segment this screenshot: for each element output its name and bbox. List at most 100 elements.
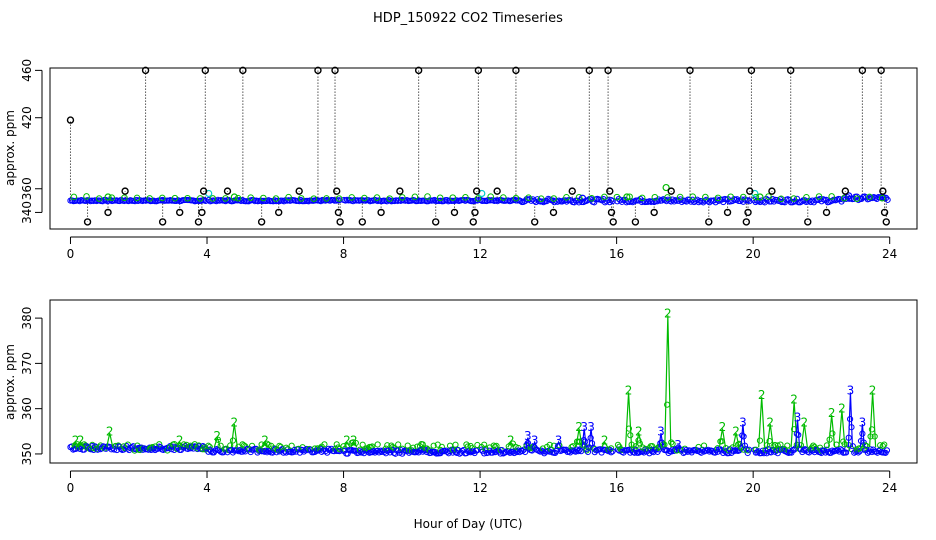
green-peak-line [624, 392, 633, 448]
spike-point [705, 218, 713, 226]
blue-peak-label: 3 [674, 438, 682, 452]
baseline-point [571, 199, 578, 206]
baseline-point [116, 197, 123, 205]
blue-point [609, 448, 616, 455]
green-point [222, 195, 229, 202]
green-point [626, 193, 633, 201]
green-peak-line [869, 392, 877, 448]
green-point [449, 194, 457, 201]
green-point [159, 194, 166, 202]
green-peak-line [800, 423, 808, 448]
baseline-point [671, 198, 678, 205]
spike-point [472, 187, 481, 195]
green-point [784, 442, 791, 449]
spike-point [223, 187, 232, 195]
baseline-point [675, 197, 682, 204]
green-peak-line [758, 396, 766, 448]
green-point [348, 194, 356, 201]
green-point [171, 441, 178, 448]
spike-point [609, 218, 617, 226]
spike-point [377, 208, 385, 217]
spike-point [768, 187, 776, 195]
green-point [196, 195, 204, 202]
baseline-point [558, 198, 566, 205]
spike-point [650, 208, 658, 217]
green-point [487, 193, 494, 200]
blue-point [684, 448, 691, 455]
spike-point [667, 187, 675, 195]
bottom-y-tick-label: 380 [20, 307, 34, 330]
spike-point [201, 66, 210, 75]
green-peak-label: 2 [601, 433, 609, 447]
green-peak-line [230, 423, 238, 448]
green-point [752, 193, 760, 201]
bottom-x-tick-label: 20 [746, 481, 761, 495]
bottom-x-tick-label: 4 [203, 481, 211, 495]
top-y-tick-label: 420 [20, 106, 34, 129]
blue-peak-label: 3 [587, 420, 595, 434]
green-point [714, 194, 722, 202]
green-point [664, 194, 671, 201]
blue-point [400, 448, 407, 455]
green-outlier-point [230, 193, 238, 201]
blue-peak-line [658, 433, 664, 448]
green-peak-line [213, 435, 221, 448]
green-point [881, 441, 888, 448]
green-peak-line [664, 315, 672, 448]
green-point [217, 442, 224, 449]
blue-peak-line [794, 419, 801, 448]
green-point [386, 195, 393, 202]
spike-point [877, 66, 885, 75]
bottom-x-tick-label: 12 [472, 481, 487, 495]
spike-point [199, 187, 208, 195]
blue-point [291, 447, 298, 454]
top-x-tick-label: 8 [340, 247, 348, 261]
blue-peak-line [532, 440, 538, 448]
spike-point [198, 208, 206, 217]
bottom-plot-frame [49, 299, 918, 464]
top-y-tick-label: 360 [20, 177, 34, 200]
green-point [739, 193, 747, 201]
green-point [323, 195, 330, 202]
spike-point [432, 218, 440, 226]
blue-outlier-point [845, 192, 853, 200]
green-point [651, 193, 659, 201]
baseline-point [798, 198, 805, 205]
spike-point [879, 187, 887, 195]
spike-point [822, 208, 831, 217]
spike-point [194, 218, 203, 226]
green-outlier-point [104, 193, 112, 201]
green-point [438, 443, 445, 450]
green-point [481, 441, 488, 448]
green-point [689, 193, 697, 200]
top-data-marks [66, 66, 891, 226]
bottom-y-tick-label: 360 [20, 397, 34, 420]
spike-point [239, 66, 247, 75]
spike-point [858, 66, 867, 75]
green-point [499, 194, 507, 201]
green-point [563, 194, 570, 201]
blue-point [705, 446, 712, 453]
green-point [462, 194, 469, 201]
spike-point [568, 187, 576, 195]
green-peak-line [838, 410, 846, 448]
green-point [373, 194, 381, 201]
spike-point [742, 218, 751, 226]
blue-peak-line [859, 424, 865, 448]
green-point [333, 441, 340, 448]
green-point [632, 443, 639, 450]
green-peak-line [718, 428, 727, 448]
blue-peak-label: 3 [555, 433, 563, 447]
blue-peak-label: 3 [580, 420, 588, 434]
blue-point [883, 447, 891, 454]
blue-peak-line [525, 437, 531, 448]
green-point [334, 444, 342, 451]
green-peak-label: 2 [213, 429, 221, 443]
green-point [474, 195, 482, 202]
green-peak-line [176, 441, 184, 448]
blue-point [124, 445, 131, 452]
